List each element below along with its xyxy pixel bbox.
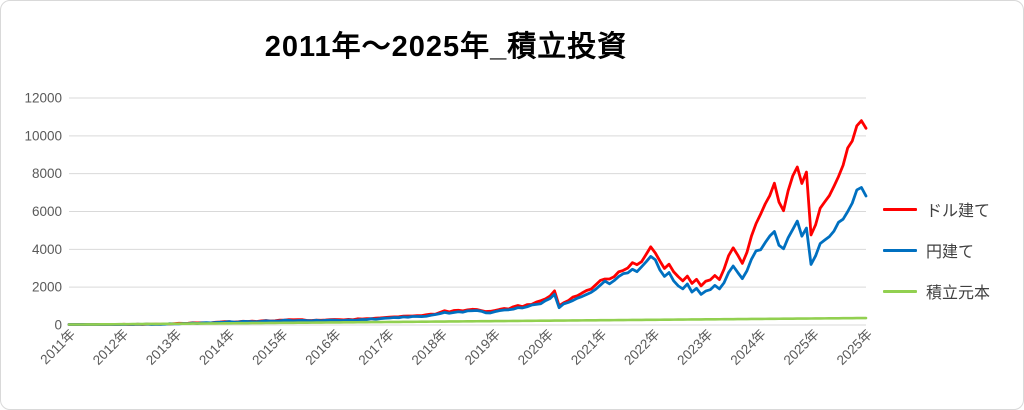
y-axis-tick-label: 8000 [32, 166, 62, 181]
legend-swatch [883, 207, 917, 211]
legend: ドル建て円建て積立元本 [883, 197, 990, 303]
x-axis-tick-label: 2020年 [515, 327, 556, 368]
x-axis-tick-label: 2021年 [568, 327, 609, 368]
x-axis-tick-label: 2011年 [37, 327, 78, 368]
y-axis-tick-label: 12000 [24, 91, 62, 106]
legend-label: ドル建て [926, 203, 991, 220]
legend-swatch [883, 289, 917, 293]
x-axis-tick-label: 2013年 [143, 327, 184, 368]
x-axis-tick-label: 2022年 [621, 327, 662, 368]
x-axis-tick-label: 2023年 [674, 327, 715, 368]
x-axis-tick-label: 2018年 [409, 327, 450, 368]
y-axis-tick-label: 0 [54, 318, 62, 333]
legend-swatch [883, 248, 917, 252]
x-axis-tick-label: 2024年 [727, 327, 768, 368]
x-axis-tick-label: 2016年 [302, 327, 343, 368]
series-line-principal [67, 316, 868, 326]
legend-label: 円建て [926, 244, 975, 261]
x-axis-tick-label: 2015年 [249, 327, 290, 368]
legend-label: 積立元本 [926, 285, 991, 302]
y-axis-tick-label: 10000 [24, 128, 62, 143]
legend-item: 円建て [883, 238, 990, 262]
x-axis-tick-label: 2014年 [196, 327, 237, 368]
legend-item: 積立元本 [883, 279, 990, 303]
legend-item: ドル建て [883, 197, 990, 221]
y-axis-tick-label: 6000 [32, 204, 62, 219]
x-axis-tick-label: 2019年 [462, 327, 503, 368]
chart-title: 2011年〜2025年_積立投資 [264, 31, 628, 63]
x-axis-tick-label: 2025年 [834, 327, 875, 368]
x-axis-tick-label: 2012年 [90, 327, 131, 368]
y-axis-tick-label: 2000 [32, 280, 62, 295]
series-line-usd [67, 119, 868, 326]
x-axis-tick-label: 2017年 [356, 327, 397, 368]
x-axis-tick-label: 2025年 [781, 327, 822, 368]
y-axis-tick-label: 4000 [32, 242, 62, 257]
